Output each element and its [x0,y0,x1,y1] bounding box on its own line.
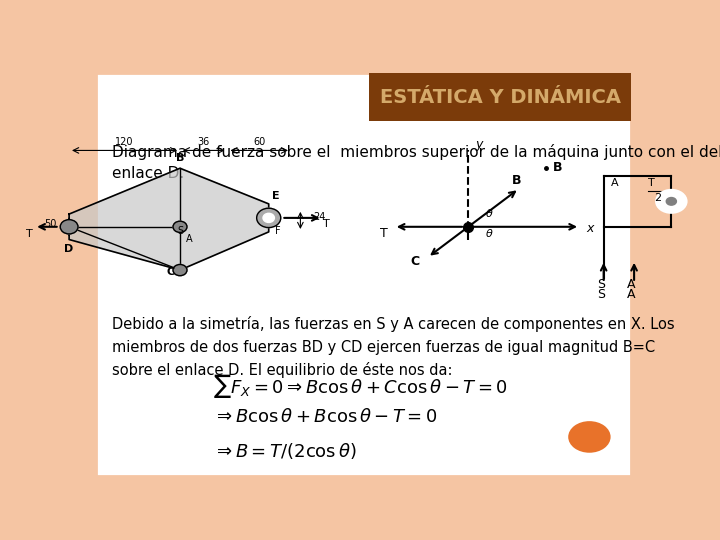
FancyBboxPatch shape [369,73,631,121]
Text: T: T [380,227,388,240]
Circle shape [263,213,274,222]
Text: B: B [176,153,184,163]
Text: A: A [627,288,636,301]
Text: A: A [627,278,636,291]
Text: Debido a la simetría, las fuerzas en S y A carecen de componentes en X. Los
miem: Debido a la simetría, las fuerzas en S y… [112,316,675,379]
Text: $\Rightarrow B\cos\theta + B\cos\theta - T = 0$: $\Rightarrow B\cos\theta + B\cos\theta -… [213,408,437,426]
Text: F: F [275,226,281,237]
Circle shape [666,198,676,205]
Text: T: T [323,219,329,229]
Text: y: y [475,138,482,151]
Text: 2: 2 [654,193,662,204]
Text: T: T [648,178,654,188]
Text: B: B [513,173,522,186]
Circle shape [173,221,187,232]
Text: $\Rightarrow B = T/(2\cos\theta)$: $\Rightarrow B = T/(2\cos\theta)$ [213,441,356,461]
Text: D: D [65,244,73,254]
Text: C: C [166,267,174,277]
Text: E: E [272,191,279,201]
Text: T: T [27,229,33,239]
Text: ESTÁTICA Y DINÁMICA: ESTÁTICA Y DINÁMICA [379,87,621,107]
Text: $\sum F_X = 0 \Rightarrow B\cos\theta + C\cos\theta - T = 0$: $\sum F_X = 0 \Rightarrow B\cos\theta + … [213,372,508,400]
Text: 36: 36 [197,137,210,147]
Text: 120: 120 [115,137,134,147]
Text: 50: 50 [44,219,56,229]
Circle shape [60,220,78,234]
Text: A: A [186,234,193,244]
Text: S: S [597,288,605,301]
Text: S: S [177,226,183,237]
Circle shape [256,208,281,227]
Text: $\theta$: $\theta$ [485,207,494,219]
Text: x: x [587,222,594,235]
Text: C: C [410,255,420,268]
Text: B: B [553,161,562,174]
Circle shape [568,421,611,453]
Polygon shape [69,168,269,270]
Circle shape [173,265,187,276]
Text: A: A [611,178,618,188]
Circle shape [656,190,687,213]
Text: S: S [597,278,605,291]
Text: 24: 24 [313,212,325,222]
Text: 60: 60 [253,137,266,147]
Text: $\theta$: $\theta$ [485,227,494,239]
Text: Diagrama de fuerza sobre el  miembros superior de la máquina junto con el del
en: Diagrama de fuerza sobre el miembros sup… [112,144,720,181]
FancyBboxPatch shape [96,73,631,476]
